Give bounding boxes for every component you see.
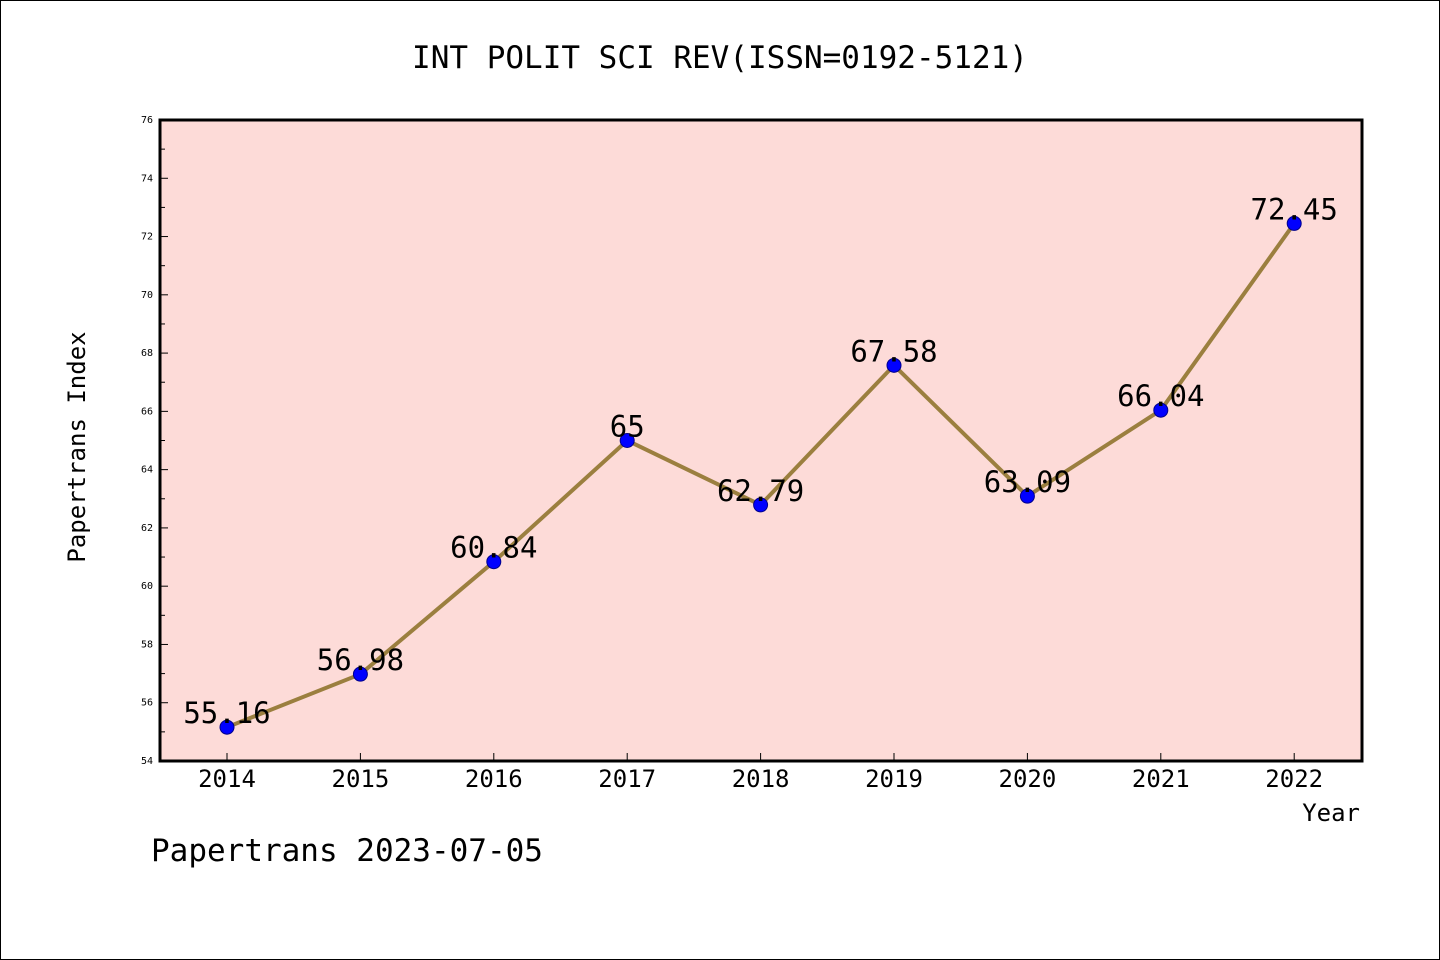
y-tick-label: 76 xyxy=(141,115,153,126)
x-tick-label: 2020 xyxy=(999,765,1057,793)
x-tick-label: 2014 xyxy=(198,765,256,793)
y-tick-label: 70 xyxy=(141,290,153,301)
data-label: 62.79 xyxy=(717,474,804,508)
data-point-markers xyxy=(219,215,1302,735)
x-tick-label: 2015 xyxy=(332,765,390,793)
y-tick-label: 72 xyxy=(141,232,153,243)
x-tick-label: 2018 xyxy=(732,765,790,793)
data-point-marker xyxy=(352,666,368,682)
x-tick-label: 2021 xyxy=(1132,765,1190,793)
data-label: 60.84 xyxy=(450,531,537,565)
data-point-marker xyxy=(219,719,235,735)
data-point-marker xyxy=(1019,488,1035,504)
x-tick-label: 2017 xyxy=(598,765,656,793)
y-tick-label: 64 xyxy=(141,465,153,476)
data-label: 72.45 xyxy=(1251,192,1338,226)
data-label: 67.58 xyxy=(850,334,937,368)
y-tick-label: 54 xyxy=(141,756,153,767)
y-tick-label: 68 xyxy=(141,348,153,359)
plot-frame xyxy=(158,118,1364,763)
data-point-marker xyxy=(1286,215,1302,231)
y-tick-label: 60 xyxy=(141,581,153,592)
x-tick-label: 2022 xyxy=(1265,765,1323,793)
data-label: 66.04 xyxy=(1117,379,1204,413)
x-tick-label: 2016 xyxy=(465,765,523,793)
data-point-marker xyxy=(619,433,635,448)
x-axis-ticks: 2014 2015 2016 2017 2018 2019 2020 2021 2022 xyxy=(198,753,1323,793)
footer-note: Papertrans 2023-07-05 xyxy=(151,833,543,869)
x-tick-label: 2019 xyxy=(865,765,923,793)
y-axis-label: Papertrans Index xyxy=(63,331,91,562)
data-point-marker xyxy=(1153,402,1169,418)
x-axis-label: Year xyxy=(1302,799,1360,827)
data-label: 56.98 xyxy=(317,643,404,677)
y-tick-label: 62 xyxy=(141,523,153,534)
data-label: 55.16 xyxy=(183,696,270,730)
data-point-marker xyxy=(486,554,502,570)
data-point-marker xyxy=(753,497,769,513)
data-label: 65 xyxy=(610,410,645,444)
plot-area xyxy=(160,120,1362,761)
data-label: 63.09 xyxy=(984,465,1071,499)
y-tick-label: 66 xyxy=(141,406,153,417)
chart-title: INT POLIT SCI REV(ISSN=0192-5121) xyxy=(412,40,1028,76)
y-tick-label: 74 xyxy=(141,173,153,184)
data-labels: 55.16 56.98 60.84 65 62.79 67.58 63.09 66.04 72.… xyxy=(183,192,1338,730)
data-point-marker xyxy=(886,357,902,373)
y-tick-label: 56 xyxy=(141,698,153,709)
y-tick-label: 58 xyxy=(141,639,153,650)
